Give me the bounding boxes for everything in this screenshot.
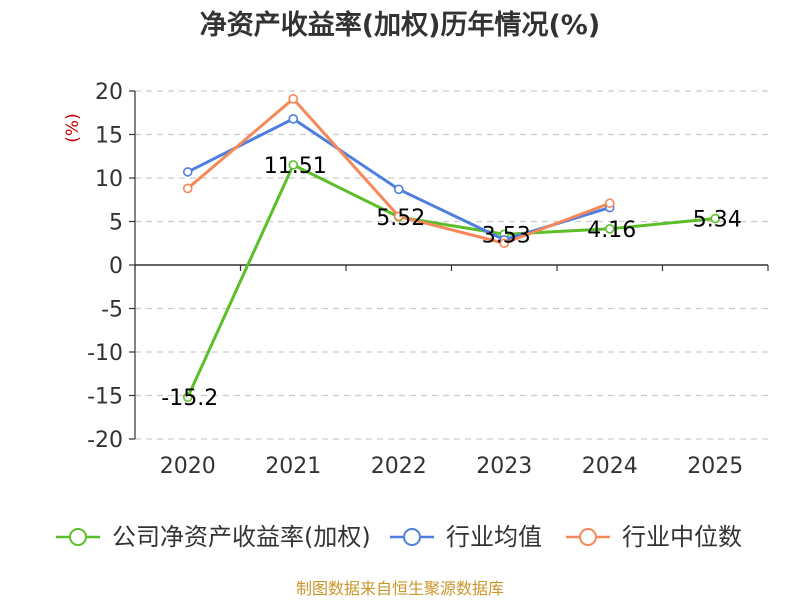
legend-marker (403, 528, 421, 546)
legend-marker (579, 528, 597, 546)
y-tick-label: 10 (95, 167, 123, 192)
legend-marker (69, 528, 87, 546)
data-point[interactable] (710, 213, 721, 224)
x-tick-label: 2025 (687, 454, 743, 479)
y-tick-label: -20 (87, 428, 123, 453)
y-tick-label: -5 (101, 298, 123, 323)
data-point[interactable] (288, 160, 299, 170)
data-point[interactable] (288, 94, 299, 104)
x-tick-label: 2023 (476, 454, 532, 479)
legend-label[interactable]: 行业均值 (446, 523, 542, 551)
data-point[interactable] (604, 198, 615, 209)
legend-label[interactable]: 行业中位数 (622, 523, 742, 551)
y-axis-label: (%) (63, 113, 83, 142)
data-label: 4.16 (587, 218, 636, 243)
data-point[interactable] (604, 224, 615, 234)
y-tick-label: 5 (109, 211, 123, 236)
data-point[interactable] (393, 184, 404, 195)
series-line-0 (186, 163, 716, 398)
x-tick-label: 2024 (582, 454, 638, 479)
data-labels: -15.2 11.51 5.52 3.53 4.16 5.34 (161, 154, 741, 411)
x-tick-labels: 2020 2021 2022 2023 2024 2025 (160, 454, 744, 479)
y-tick-label: 20 (95, 80, 123, 105)
x-tick-label: 2020 (160, 454, 216, 479)
data-label: -15.2 (161, 386, 218, 411)
y-tick-label: -15 (87, 385, 123, 410)
axes (129, 90, 769, 440)
y-tick-label: 15 (95, 124, 123, 149)
series-lines (186, 97, 716, 398)
data-point[interactable] (182, 392, 193, 403)
chart-title: 净资产收益率(加权)历年情况(%) (200, 9, 600, 41)
x-tick-label: 2022 (371, 454, 427, 479)
data-point[interactable] (393, 211, 404, 222)
data-label: 3.53 (482, 223, 531, 248)
data-point[interactable] (288, 114, 299, 124)
x-tick-label: 2021 (265, 454, 321, 479)
data-label: 5.52 (376, 206, 425, 231)
data-point[interactable] (182, 183, 193, 194)
data-point[interactable] (499, 238, 510, 249)
series-points (182, 94, 721, 403)
legend[interactable]: 公司净资产收益率(加权) 行业均值 行业中位数 (56, 523, 742, 551)
data-label: 11.51 (264, 154, 327, 179)
y-tick-label: 0 (109, 254, 123, 279)
legend-label[interactable]: 公司净资产收益率(加权) (112, 523, 371, 551)
source-note: 制图数据来自恒生聚源数据库 (296, 579, 504, 598)
y-tick-labels: 20 15 10 5 0 -5 -10 -15 -20 (87, 80, 123, 453)
data-label: 5.34 (693, 208, 742, 233)
data-point[interactable] (182, 167, 193, 177)
y-tick-label: -10 (87, 341, 123, 366)
